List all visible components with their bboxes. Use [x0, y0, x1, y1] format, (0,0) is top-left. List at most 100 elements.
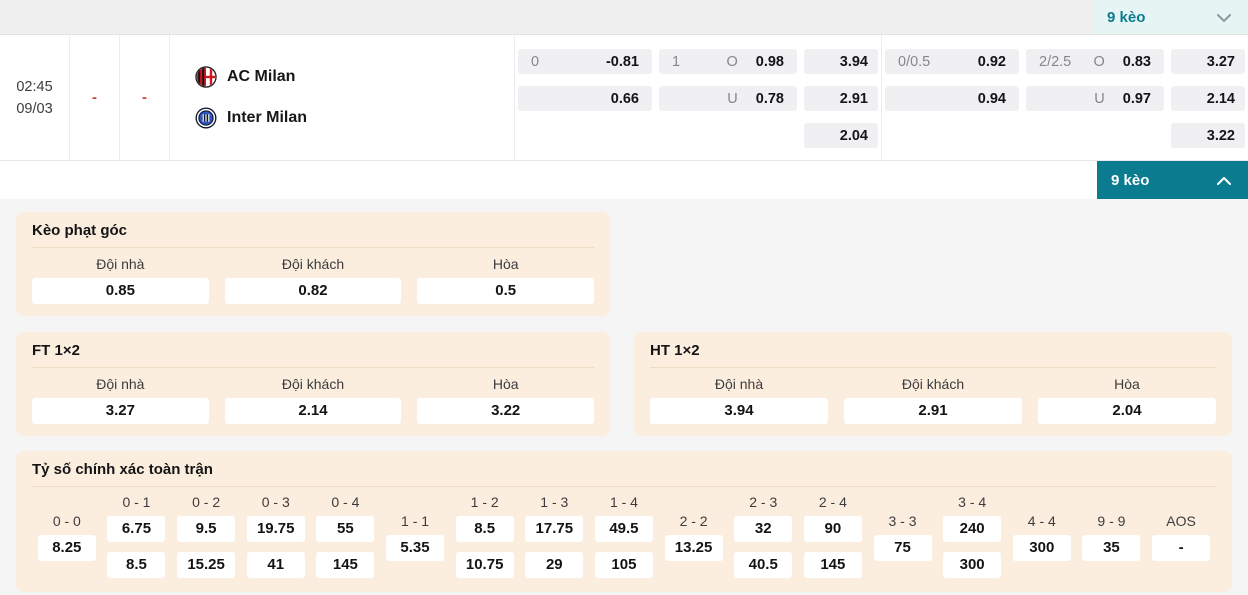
score-odds-cell[interactable]: -	[1152, 535, 1211, 561]
score-odds-cell[interactable]: 35	[1082, 535, 1141, 561]
score-column: 0 - 0 8.25	[32, 493, 102, 580]
ht-away-odds-cell[interactable]: 2.91	[844, 398, 1022, 424]
corner-away-odds-cell[interactable]: 0.82	[224, 278, 402, 304]
score-odds-cell[interactable]: 5.35	[386, 535, 445, 561]
score-odds-cell[interactable]: 105	[594, 552, 653, 578]
score-column: 2 - 3 32 40.5	[728, 493, 798, 580]
odds-value: 0.98	[755, 53, 784, 70]
score-column: 0 - 4 55 145	[311, 493, 381, 580]
score-label: 3 - 4	[958, 494, 987, 510]
score-odds-cell[interactable]: 8.25	[37, 535, 96, 561]
corner-draw-odds-cell[interactable]: 0.5	[417, 278, 595, 304]
score-column: 1 - 1 5.35	[380, 493, 450, 580]
teams-column[interactable]: AC Milan Inter Milan	[170, 35, 515, 160]
ft-draw-odds-cell[interactable]: 3.22	[417, 398, 595, 424]
score-column: 2 - 2 13.25	[659, 493, 729, 580]
score-column: 0 - 3 19.75 41	[241, 493, 311, 580]
over-odds-cell[interactable]: 1 O 0.98	[659, 49, 797, 74]
home-team-row[interactable]: AC Milan	[195, 66, 514, 88]
score-odds-cell[interactable]: 240	[943, 516, 1002, 542]
score-odds-cell[interactable]: 9.5	[177, 516, 236, 542]
score-column: 3 - 3 75	[868, 493, 938, 580]
score-odds-cell[interactable]: 15.25	[177, 552, 236, 578]
1x2-draw-odds-cell[interactable]: 2.04	[804, 123, 878, 148]
over-label: O	[1093, 53, 1105, 70]
score-odds-cell[interactable]: 145	[316, 552, 375, 578]
score-label: 0 - 3	[261, 494, 290, 510]
expand-bar: 9 kèo	[0, 161, 1248, 199]
away-team-row[interactable]: Inter Milan	[195, 107, 514, 129]
score-odds-cell[interactable]: 90	[803, 516, 862, 542]
score-odds-cell[interactable]: 32	[734, 516, 793, 542]
keo-collapse-toggle[interactable]: 9 kèo	[1093, 0, 1248, 34]
score-odds-cell[interactable]: 75	[873, 535, 932, 561]
ht-draw-odds-cell[interactable]: 2.04	[1038, 398, 1216, 424]
1x2-home-odds-cell[interactable]: 3.27	[1171, 49, 1245, 74]
ou-line-label: 2/2.5	[1039, 53, 1072, 70]
score-label: 0 - 1	[122, 494, 151, 510]
score-column: 0 - 2 9.5 15.25	[171, 493, 241, 580]
away-score-cell: -	[120, 35, 170, 160]
score-odds-cell[interactable]: 10.75	[455, 552, 514, 578]
correct-score-row: 0 - 0 8.25 0 - 1 6.75 8.5 0 - 2 9.5 15.25 0 - 3 1…	[32, 493, 1216, 580]
score-odds-cell[interactable]: 13.25	[664, 535, 723, 561]
under-label: U	[727, 90, 738, 107]
score-odds-cell[interactable]: 300	[943, 552, 1002, 578]
over-odds-cell[interactable]: 2/2.5 O 0.83	[1026, 49, 1164, 74]
column-header-draw: Hòa	[492, 256, 519, 272]
score-odds-cell[interactable]: 40.5	[734, 552, 793, 578]
score-odds-cell[interactable]: 19.75	[246, 516, 305, 542]
score-odds-cell[interactable]: 29	[525, 552, 584, 578]
away-team-name: Inter Milan	[227, 109, 308, 126]
keo-expand-button[interactable]: 9 kèo	[1097, 161, 1248, 199]
home-score-cell: -	[70, 35, 120, 160]
score-column: 1 - 3 17.75 29	[519, 493, 589, 580]
1x2-home-odds-cell[interactable]: 3.94	[804, 49, 878, 74]
odds-detail-page: Kèo phạt góc Đội nhà 0.85 Đội khách 0.82…	[0, 199, 1248, 592]
score-odds-cell[interactable]: 41	[246, 552, 305, 578]
home-score: -	[92, 89, 97, 106]
score-odds-cell[interactable]: 55	[316, 516, 375, 542]
home-team-name: AC Milan	[227, 68, 296, 85]
hdp-home-odds-cell[interactable]: 0 -0.81	[518, 49, 652, 74]
score-label: 0 - 0	[52, 513, 81, 529]
1x2-away-odds-cell[interactable]: 2.91	[804, 86, 878, 111]
score-column: 3 - 4 240 300	[937, 493, 1007, 580]
hdp-home-odds-cell[interactable]: 0/0.5 0.92	[885, 49, 1019, 74]
score-odds-cell[interactable]: 145	[803, 552, 862, 578]
column-header-draw: Hòa	[1114, 376, 1140, 392]
score-odds-cell[interactable]: 6.75	[107, 516, 166, 542]
match-row: 02:45 09/03 - -	[0, 35, 1248, 161]
over-under-column: 1 O 0.98 U 0.78	[659, 49, 797, 160]
1x2-away-odds-cell[interactable]: 2.14	[1171, 86, 1245, 111]
score-column: 1 - 2 8.5 10.75	[450, 493, 520, 580]
1x2-column: 3.94 2.91 2.04	[804, 49, 878, 160]
keo-count-label: 9 kèo	[1111, 171, 1150, 189]
corner-odds-panel: Kèo phạt góc Đội nhà 0.85 Đội khách 0.82…	[16, 212, 610, 316]
1x2-draw-odds-cell[interactable]: 3.22	[1171, 123, 1245, 148]
hdp-away-odds-cell[interactable]: 0.66	[518, 86, 652, 111]
column-header-away: Đội khách	[281, 376, 345, 392]
under-odds-cell[interactable]: U 0.97	[1026, 86, 1164, 111]
score-label: 1 - 1	[401, 513, 430, 529]
under-odds-cell[interactable]: U 0.78	[659, 86, 797, 111]
corner-home-odds-cell[interactable]: 0.85	[32, 278, 209, 304]
score-odds-cell[interactable]: 8.5	[107, 552, 166, 578]
ht-home-odds-cell[interactable]: 3.94	[650, 398, 828, 424]
match-time: 02:45	[16, 78, 53, 95]
1x2-column: 3.27 2.14 3.22	[1171, 49, 1245, 160]
score-odds-cell[interactable]: 17.75	[525, 516, 584, 542]
ft-away-odds-cell[interactable]: 2.14	[224, 398, 402, 424]
under-label: U	[1094, 90, 1105, 107]
chevron-down-icon	[1217, 9, 1231, 26]
correct-score-panel: Tỷ số chính xác toàn trận 0 - 0 8.25 0 - 1…	[16, 451, 1232, 592]
column-header-away: Đội khách	[281, 256, 345, 272]
hdp-away-odds-cell[interactable]: 0.94	[885, 86, 1019, 111]
panel-title: FT 1×2	[32, 342, 594, 368]
score-odds-cell[interactable]: 49.5	[594, 516, 653, 542]
score-label: 2 - 2	[679, 513, 708, 529]
score-odds-cell[interactable]: 8.5	[455, 516, 514, 542]
score-odds-cell[interactable]: 300	[1012, 535, 1071, 561]
ft-home-odds-cell[interactable]: 3.27	[32, 398, 209, 424]
handicap-column: 0 -0.81 0.66	[518, 49, 652, 160]
